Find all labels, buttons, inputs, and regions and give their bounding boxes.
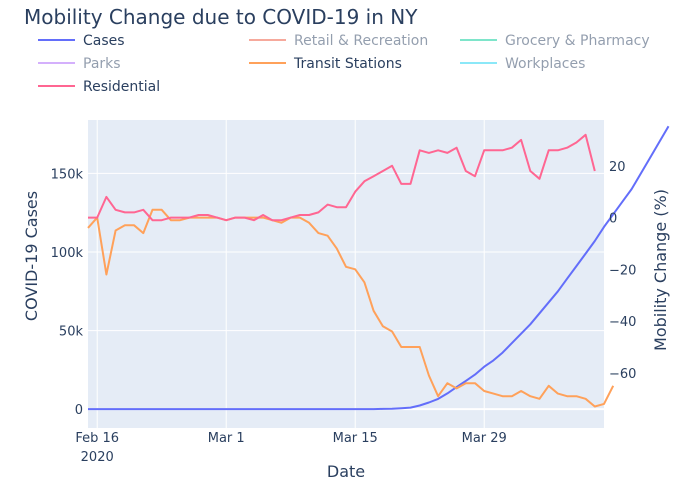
y-tick-label: 50k bbox=[59, 325, 84, 340]
series-lines bbox=[87, 125, 670, 411]
y-tick-label: 0 bbox=[75, 403, 83, 418]
x-axis-title: Date bbox=[327, 462, 365, 481]
y2-tick-label: 20 bbox=[609, 160, 626, 175]
legend-label: Transit Stations bbox=[293, 56, 402, 72]
plot-area bbox=[88, 120, 604, 428]
legend: Cases Retail & Recreation Grocery & Pharma… bbox=[38, 33, 650, 95]
chart-title: Mobility Change due to COVID-19 in NY bbox=[24, 5, 418, 29]
legend-item-grocery-pharmacy[interactable]: Grocery & Pharmacy bbox=[460, 33, 650, 49]
legend-item-workplaces[interactable]: Workplaces bbox=[460, 56, 585, 72]
legend-item-residential[interactable]: Residential bbox=[38, 79, 160, 95]
y-axis-ticks: 0 50k 100k 150k bbox=[51, 167, 84, 418]
x-tick-label: Mar 29 bbox=[462, 431, 507, 446]
series-line-cases bbox=[88, 125, 670, 411]
legend-label: Workplaces bbox=[505, 56, 585, 72]
legend-label: Grocery & Pharmacy bbox=[505, 33, 650, 49]
y2-axis-title: Mobility Change (%) bbox=[651, 189, 670, 351]
y2-axis-ticks: 20 0 −20 −40 −60 bbox=[609, 160, 636, 382]
y-tick-label: 150k bbox=[51, 167, 84, 182]
legend-label: Retail & Recreation bbox=[294, 33, 428, 49]
legend-item-retail-recreation[interactable]: Retail & Recreation bbox=[249, 33, 428, 49]
y-tick-label: 100k bbox=[51, 246, 84, 261]
series-line-transit-stations bbox=[87, 208, 615, 408]
legend-item-cases[interactable]: Cases bbox=[38, 33, 125, 49]
legend-item-transit-stations[interactable]: Transit Stations bbox=[249, 56, 402, 72]
y2-tick-label: 0 bbox=[609, 212, 617, 227]
x-tick-label: Mar 1 bbox=[208, 431, 245, 446]
legend-item-parks[interactable]: Parks bbox=[38, 56, 121, 72]
x-tick-label: Feb 16 bbox=[75, 431, 119, 446]
x-axis-ticks: Feb 16 2020 Mar 1 Mar 15 Mar 29 bbox=[75, 431, 506, 465]
legend-label: Parks bbox=[83, 56, 121, 72]
y2-tick-label: −40 bbox=[609, 315, 636, 330]
x-tick-sublabel: 2020 bbox=[81, 450, 114, 465]
x-tick-label: Mar 15 bbox=[333, 431, 378, 446]
series-line-residential bbox=[88, 133, 596, 222]
legend-label: Cases bbox=[83, 33, 125, 49]
legend-label: Residential bbox=[83, 79, 160, 95]
y-axis-title: COVID-19 Cases bbox=[22, 191, 41, 321]
y2-tick-label: −20 bbox=[609, 263, 636, 278]
y2-tick-label: −60 bbox=[609, 367, 636, 382]
